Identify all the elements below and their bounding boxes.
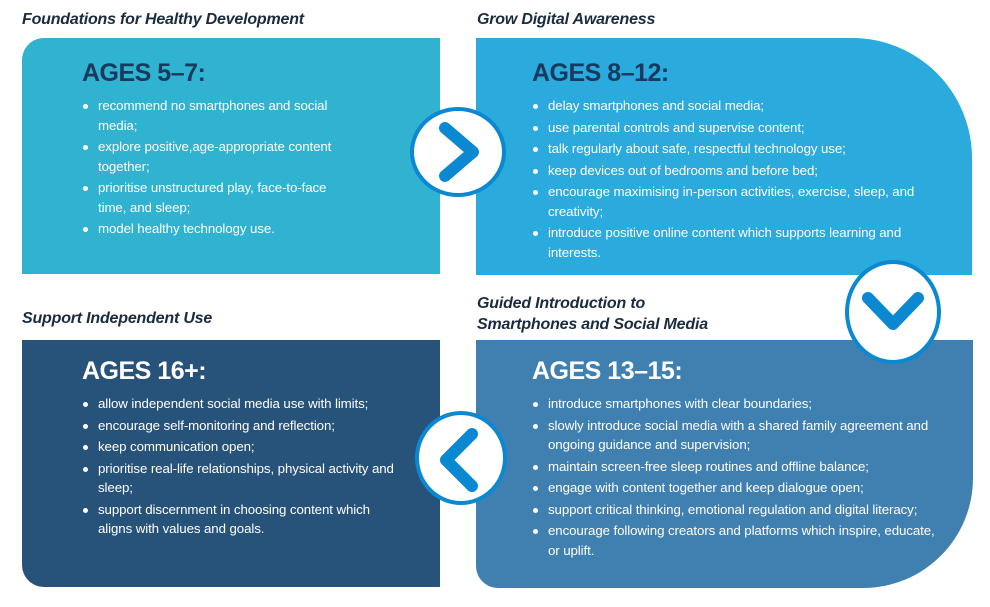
list-item: introduce smartphones with clear boundar…: [532, 394, 937, 414]
stage-list: introduce smartphones with clear boundar…: [532, 394, 937, 560]
list-item: encourage self-monitoring and reflection…: [82, 416, 402, 436]
chevron-left-icon: [415, 411, 507, 505]
list-item: allow independent social media use with …: [82, 394, 402, 414]
stage-heading: AGES 8–12:: [532, 59, 669, 87]
list-item: slowly introduce social media with a sha…: [532, 416, 937, 455]
stage-heading: AGES 13–15:: [532, 357, 683, 385]
stage-box-ages-16-plus: AGES 16+: allow independent social media…: [22, 340, 440, 587]
chevron-down-icon: [845, 260, 941, 364]
stage-title-guided-line1: Guided Introduction to: [477, 295, 646, 312]
list-item: prioritise unstructured play, face-to-fa…: [82, 178, 332, 217]
list-item: maintain screen-free sleep routines and …: [532, 457, 937, 477]
stage-box-ages-8-12: AGES 8–12: delay smartphones and social …: [476, 38, 972, 275]
stage-list: delay smartphones and social media; use p…: [532, 96, 932, 262]
stage-heading: AGES 16+:: [82, 357, 207, 385]
list-item: engage with content together and keep di…: [532, 478, 937, 498]
list-item: explore positive,age-appropriate content…: [82, 137, 332, 176]
list-item: introduce positive online content which …: [532, 223, 932, 262]
list-item: use parental controls and supervise cont…: [532, 118, 932, 138]
stage-title-grow: Grow Digital Awareness: [477, 11, 656, 28]
list-item: prioritise real-life relationships, phys…: [82, 459, 402, 498]
stage-box-ages-5-7: AGES 5–7: recommend no smartphones and s…: [22, 38, 440, 274]
list-item: model healthy technology use.: [82, 219, 332, 239]
stage-list: recommend no smartphones and social medi…: [82, 96, 332, 239]
stage-title-support: Support Independent Use: [22, 310, 213, 327]
list-item: encourage maximising in-person activitie…: [532, 182, 932, 221]
stage-box-ages-13-15: AGES 13–15: introduce smartphones with c…: [476, 340, 973, 588]
stage-list: allow independent social media use with …: [82, 394, 402, 539]
stage-heading: AGES 5–7:: [82, 59, 206, 87]
list-item: support critical thinking, emotional reg…: [532, 500, 937, 520]
list-item: recommend no smartphones and social medi…: [82, 96, 332, 135]
list-item: encourage following creators and platfor…: [532, 521, 937, 560]
stage-title-guided-line2: Smartphones and Social Media: [477, 316, 708, 333]
list-item: support discernment in choosing content …: [82, 500, 402, 539]
stage-title-guided: Guided Introduction to Smartphones and S…: [477, 293, 708, 335]
list-item: keep devices out of bedrooms and before …: [532, 161, 932, 181]
list-item: talk regularly about safe, respectful te…: [532, 139, 932, 159]
list-item: keep communication open;: [82, 437, 402, 457]
stage-title-foundations: Foundations for Healthy Development: [22, 11, 304, 28]
list-item: delay smartphones and social media;: [532, 96, 932, 116]
chevron-right-icon: [410, 107, 506, 197]
